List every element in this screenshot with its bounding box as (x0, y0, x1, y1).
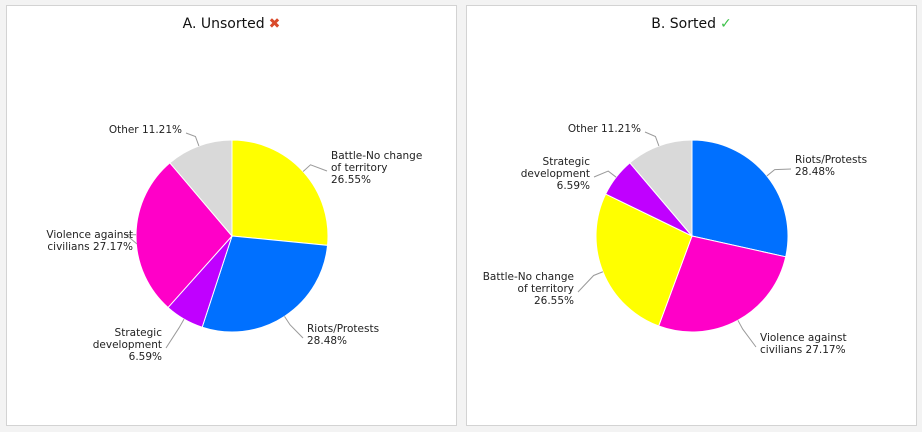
leader-line-violence (124, 234, 138, 245)
pie-slice-riots[interactable] (201, 235, 329, 333)
leader-line-riots (284, 316, 304, 339)
leader-line-violence (737, 320, 757, 348)
slice-label-riots: Riots/Protests 28.48% (307, 323, 379, 347)
leader-line-strategic (593, 170, 617, 178)
chart-panel-sorted: B. Sorted ✓ Riots/Protests 28.48% Violence … (466, 5, 917, 426)
title-text: A. Unsorted (182, 16, 265, 32)
slice-label-riots: Riots/Protests 28.48% (795, 154, 867, 178)
leader-line-other (185, 132, 200, 147)
chart-title-sorted: B. Sorted ✓ (467, 16, 916, 32)
slice-label-violence: Violence against civilians 27.17% (760, 332, 847, 356)
pie-slice-riots[interactable] (691, 139, 789, 258)
title-text: B. Sorted (651, 16, 716, 32)
leader-line-battle (302, 164, 328, 172)
slice-label-strategic: Strategic development 6.59% (93, 327, 162, 363)
pie-slice-other[interactable] (629, 139, 693, 238)
leader-line-riots (766, 168, 792, 177)
chart-title-unsorted: A. Unsorted ✖ (7, 16, 456, 32)
checkmark-icon: ✓ (719, 16, 732, 32)
slice-label-other: Other 11.21% (568, 123, 641, 135)
chart-panel-unsorted: A. Unsorted ✖ Battle-No change of territor… (6, 5, 457, 426)
pie-slice-violence[interactable] (135, 162, 233, 309)
pie-slice-violence[interactable] (657, 235, 787, 333)
slice-label-other: Other 11.21% (109, 124, 182, 136)
leader-line-battle (577, 271, 604, 293)
cross-icon: ✖ (268, 16, 281, 32)
slice-label-strategic: Strategic development 6.59% (521, 156, 590, 192)
pie-chart-sorted: Riots/Protests 28.48% Violence against civi… (483, 123, 867, 356)
slice-label-violence: Violence against civilians 27.17% (46, 229, 133, 253)
pie-chart-unsorted: Battle-No change of territory 26.55% Riots/… (46, 124, 422, 363)
slice-label-battle: Battle-No change of territory 26.55% (483, 271, 574, 307)
leader-line-strategic (165, 318, 185, 349)
pie-slice-battle[interactable] (231, 139, 329, 246)
slice-label-battle: Battle-No change of territory 26.55% (331, 150, 422, 186)
pie-slice-other[interactable] (169, 139, 233, 238)
leader-line-other (644, 131, 660, 147)
